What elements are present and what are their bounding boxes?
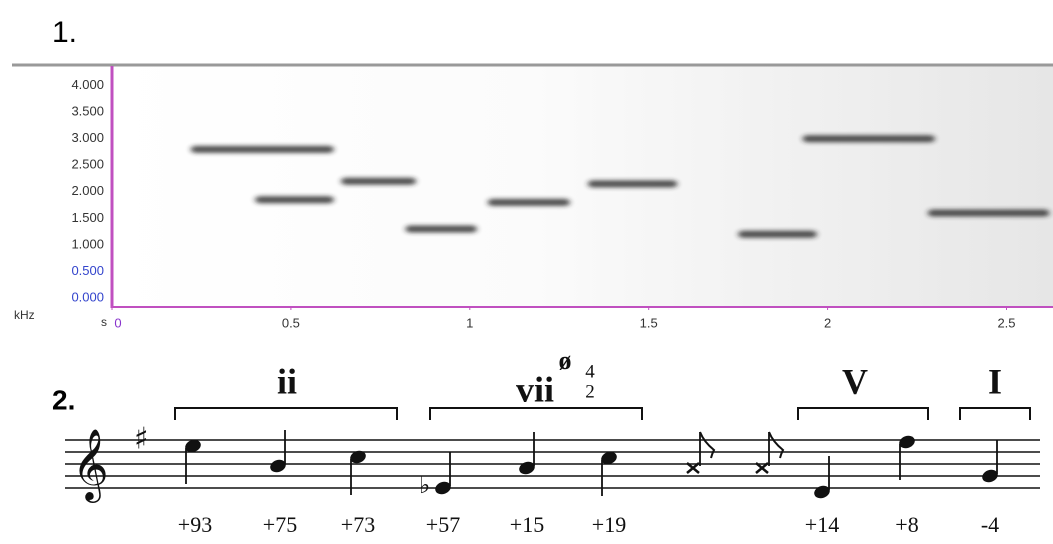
notehead (519, 461, 535, 475)
cents-deviation: +15 (510, 512, 544, 537)
chord-numeral: I (988, 361, 1002, 401)
trace (190, 145, 334, 153)
x-tick-label: 2 (824, 315, 831, 330)
key-signature: ♯ (134, 422, 149, 457)
trace (405, 225, 477, 233)
cents-deviation: +93 (178, 512, 212, 537)
cents-deviation: +57 (426, 512, 460, 537)
notehead (185, 439, 201, 453)
x-tick-label: 1.5 (640, 315, 658, 330)
x-notehead (686, 462, 700, 474)
notehead (899, 435, 915, 449)
cents-deviation: +75 (263, 512, 297, 537)
cents-deviation: -4 (981, 512, 999, 537)
spectrogram (190, 135, 1050, 238)
staff (65, 439, 1040, 489)
notehead (270, 459, 286, 473)
y-tick-label: 0.500 (71, 263, 104, 278)
y-tick-label: 1.500 (71, 210, 104, 225)
spectrogram-background (112, 66, 1053, 307)
trace (927, 209, 1050, 217)
notehead (814, 485, 830, 499)
chord-numeral: V (842, 361, 868, 401)
trace (487, 198, 570, 206)
flag (768, 431, 785, 459)
y-tick-label: 2.500 (71, 157, 104, 172)
chord-quality: ø (559, 346, 572, 375)
cents-deviation: +19 (592, 512, 626, 537)
x-unit: s (101, 315, 107, 329)
y-tick-label: 0.000 (71, 289, 104, 304)
notes: ♭ (185, 430, 998, 499)
y-tick-label: 3.000 (71, 130, 104, 145)
flat: ♭ (419, 471, 430, 499)
panel-label: 2. (52, 384, 75, 415)
notehead (350, 450, 366, 464)
y-tick-label: 3.500 (71, 104, 104, 119)
trace (340, 177, 417, 185)
notehead (435, 481, 451, 495)
cents-deviation: +14 (805, 512, 839, 537)
x-tick-label: 0.5 (282, 315, 300, 330)
notehead (982, 469, 998, 483)
x-tick-label: 2.5 (997, 315, 1015, 330)
chord-figure: 4 (585, 361, 595, 382)
trace (587, 180, 678, 188)
x-tick-label: 1 (466, 315, 473, 330)
brackets (174, 407, 1031, 420)
trace (738, 230, 817, 238)
x-tick-label: 0 (114, 315, 121, 330)
y-unit: kHz (14, 308, 35, 322)
trace (802, 135, 935, 143)
trace (255, 196, 334, 204)
treble-clef: 𝄞 (72, 427, 109, 503)
cents-deviation: +73 (341, 512, 375, 537)
notehead (601, 451, 617, 465)
notation: 𝄞 ♯ ♭ (65, 407, 1040, 503)
panel-label: 1. (52, 16, 77, 49)
y-tick-label: 4.000 (71, 77, 104, 92)
y-tick-label: 1.000 (71, 236, 104, 251)
cents-deviation: +8 (895, 512, 918, 537)
x-notehead (755, 462, 769, 474)
chord-numeral: vii (516, 369, 554, 409)
chord-numeral: ii (277, 361, 297, 401)
chord-figure: 2 (585, 381, 595, 402)
flag (699, 431, 716, 459)
y-tick-label: 2.000 (71, 183, 104, 198)
